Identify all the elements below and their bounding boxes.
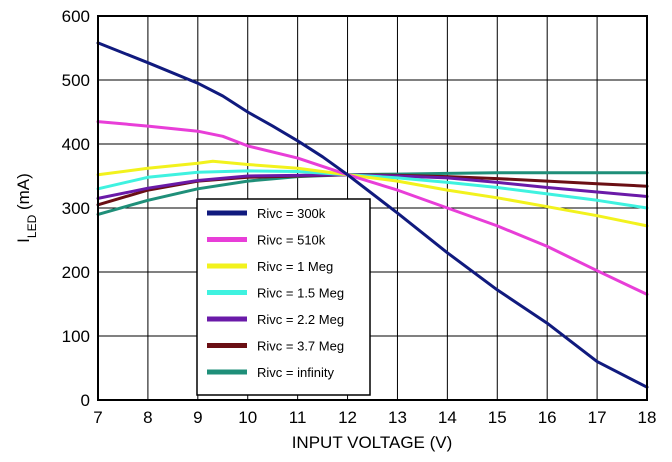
grid xyxy=(97,15,648,401)
x-tick-label: 17 xyxy=(588,408,607,427)
y-tick-label: 600 xyxy=(62,7,90,26)
y-axis-title: ILED (mA) xyxy=(14,173,39,243)
y-tick-label: 0 xyxy=(81,391,90,410)
x-tick-label: 8 xyxy=(143,408,152,427)
legend-label: Rivc = 510k xyxy=(257,233,326,248)
x-tick-label: 16 xyxy=(538,408,557,427)
y-axis-title-unit: (mA) xyxy=(14,173,33,215)
y-tick-label: 400 xyxy=(62,135,90,154)
y-tick-labels: 0 100 200 300 400 500 600 xyxy=(62,7,90,410)
plot-frame xyxy=(97,15,648,401)
y-tick-label: 100 xyxy=(62,327,90,346)
x-tick-label: 10 xyxy=(238,408,257,427)
legend-box xyxy=(196,198,371,396)
x-tick-label: 15 xyxy=(488,408,507,427)
series-lines xyxy=(96,41,649,389)
x-axis-title: INPUT VOLTAGE (V) xyxy=(292,433,453,452)
legend-label: Rivc = infinity xyxy=(257,365,334,380)
x-tick-label: 7 xyxy=(93,408,102,427)
legend-label: Rivc = 2.2 Meg xyxy=(257,312,344,327)
x-tick-label: 11 xyxy=(289,408,307,427)
y-tick-label: 300 xyxy=(62,199,90,218)
legend-label: Rivc = 1 Meg xyxy=(257,259,333,274)
legend-label: Rivc = 300k xyxy=(257,206,326,221)
x-tick-label: 18 xyxy=(638,408,657,427)
x-tick-label: 9 xyxy=(193,408,202,427)
x-tick-label: 12 xyxy=(338,408,357,427)
legend-label: Rivc = 1.5 Meg xyxy=(257,286,344,301)
x-tick-label: 13 xyxy=(388,408,407,427)
legend-label: Rivc = 3.7 Meg xyxy=(257,339,344,354)
y-axis-title-main: I xyxy=(14,238,33,243)
legend: Rivc = 300k Rivc = 510k Rivc = 1 Meg Rivc =… xyxy=(196,198,371,396)
y-tick-label: 200 xyxy=(62,263,90,282)
series-line-0 xyxy=(96,41,649,389)
y-tick-label: 500 xyxy=(62,71,90,90)
y-axis-title-subscript: LED xyxy=(25,214,39,238)
x-tick-label: 14 xyxy=(438,408,457,427)
x-tick-labels: 7 8 9 10 11 12 13 14 15 16 17 18 xyxy=(93,408,656,427)
series-line-3 xyxy=(96,169,649,210)
